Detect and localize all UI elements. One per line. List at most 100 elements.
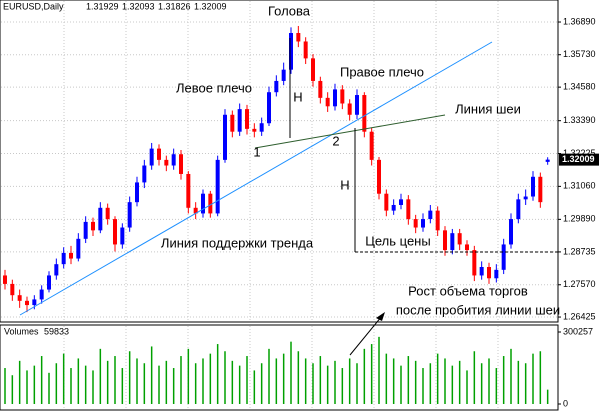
candle-body: [69, 252, 73, 259]
candle-body: [362, 95, 367, 132]
candle-body: [237, 109, 242, 132]
price-label-bg: [559, 153, 599, 166]
candle-body: [164, 159, 169, 166]
y-tick-label: 300257: [563, 326, 593, 336]
candle-body: [186, 173, 191, 208]
y-tick-label: 1.32225: [563, 148, 596, 158]
y-tick-label: 1.31060: [563, 181, 596, 191]
arrow-head: [376, 312, 385, 321]
plot: 1.26425 1.27570 1.28735 1.29890 1.31060 1.322…: [1, 16, 599, 408]
candle-body: [523, 196, 528, 200]
annotation: Голова: [268, 3, 311, 18]
candle-body: [32, 299, 37, 306]
candle-body: [245, 109, 249, 129]
y-tick-label: 1.36890: [563, 16, 596, 26]
candle-body: [120, 227, 125, 245]
candle-body: [193, 207, 198, 214]
candle-body: [25, 300, 29, 306]
header-high: 1.32093: [122, 1, 155, 11]
neckline: [254, 114, 446, 149]
candle-body: [296, 33, 301, 42]
candle-body: [318, 80, 323, 98]
price-label: 1.32009: [562, 154, 595, 164]
annotation: после пробития линии шеи: [396, 302, 560, 317]
annotation: 1: [253, 144, 260, 159]
candle-body: [450, 233, 455, 251]
candle-body: [142, 165, 147, 183]
candle-body: [230, 114, 235, 132]
candle-body: [545, 159, 550, 162]
candle-body: [61, 252, 66, 265]
y-tick-label: 1.29890: [563, 214, 596, 224]
candle-body: [208, 193, 213, 214]
candle-body: [538, 176, 543, 203]
candle-body: [289, 33, 293, 70]
candle-body: [149, 148, 154, 166]
volume-title: Volumes: [4, 326, 39, 336]
annotation: Линия шеи: [455, 101, 521, 116]
candle-body: [333, 89, 337, 107]
candle-body: [105, 207, 110, 220]
candle-body: [516, 199, 521, 220]
candle-body: [531, 176, 535, 197]
annotation: 2: [332, 133, 339, 148]
candle-body: [54, 264, 59, 276]
candle-body: [369, 131, 374, 160]
candle-body: [76, 238, 81, 259]
header-close: 1.32009: [194, 1, 227, 11]
annotation: H: [293, 89, 302, 104]
candle-body: [157, 148, 161, 160]
annotation: Цель цены: [365, 233, 430, 248]
candle-body: [325, 97, 330, 107]
candle-body: [443, 230, 447, 251]
y-tick-label: 0: [563, 398, 568, 408]
candle-body: [355, 95, 359, 115]
candle-body: [17, 295, 22, 301]
candle-body: [428, 210, 433, 220]
candle-body: [347, 103, 352, 115]
candle-body: [465, 244, 469, 251]
candle-body: [39, 289, 44, 300]
trend-line: [19, 41, 493, 316]
candle-body: [83, 221, 88, 239]
candle-body: [406, 199, 411, 220]
candle-body: [267, 92, 271, 124]
candle-body: [509, 219, 513, 245]
candle-body: [252, 128, 257, 132]
y-tick-label: 1.28735: [563, 246, 596, 256]
annotation: Рост объема торгов: [408, 283, 528, 298]
chart-title: EURUSD,Daily: [3, 1, 64, 11]
vertical-grid: [63, 1, 499, 409]
candle-body: [98, 207, 103, 231]
candle-body: [274, 80, 279, 93]
header-open: 1.31929: [86, 1, 119, 11]
annotation: H: [340, 177, 349, 192]
candle-body: [259, 123, 264, 132]
candle-body: [311, 58, 315, 81]
y-tick-label: 1.26425: [563, 311, 596, 321]
candle-body: [377, 159, 381, 194]
candle-body: [171, 154, 176, 166]
candle-body: [281, 69, 286, 81]
candle-body: [435, 210, 440, 231]
candle-body: [113, 219, 117, 245]
y-tick-label: 1.33390: [563, 115, 596, 125]
candle-body: [457, 233, 462, 245]
candle-body: [201, 193, 205, 214]
candle-body: [215, 159, 220, 214]
candle-body: [303, 41, 308, 59]
arrow: [349, 315, 383, 356]
volume-last: 59833: [44, 326, 69, 336]
y-tick-label: 1.34580: [563, 82, 596, 92]
annotation: Линия поддержки тренда: [161, 235, 314, 250]
y-tick-label: 1.27570: [563, 279, 596, 289]
candle-body: [179, 154, 183, 174]
header-low: 1.31826: [158, 1, 191, 11]
candle-body: [47, 275, 51, 290]
candle-body: [10, 283, 15, 296]
candle-body: [494, 269, 499, 279]
candle-body: [487, 267, 491, 279]
candle-body: [340, 89, 345, 104]
price-pane: [0, 0, 559, 323]
candle-body: [413, 219, 418, 228]
